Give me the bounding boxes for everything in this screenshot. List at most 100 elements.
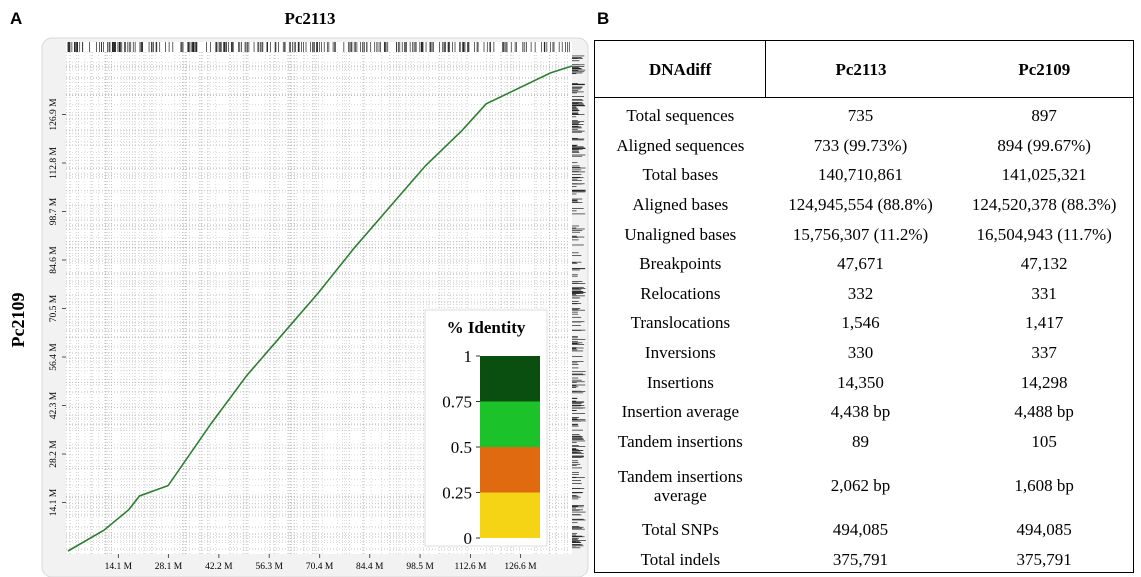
legend-tick-label: 0.75 <box>442 393 472 412</box>
table-cell: Translocations <box>630 313 731 333</box>
table-cell: 337 <box>1031 343 1057 363</box>
table-row: Tandem insertions 89 105 <box>595 427 1133 457</box>
table-cell: Tandem insertions <box>617 431 743 451</box>
table-cell: Unaligned bases <box>624 224 737 244</box>
table-body: Total sequences 735 897 Aligned sequences 73… <box>595 98 1133 574</box>
panel-label: A <box>10 9 22 28</box>
table-cell: 2,062 bp <box>830 476 891 496</box>
y-tick-label: 28.2 M <box>49 440 59 468</box>
table-cell: 897 <box>1031 106 1057 126</box>
table-cell: Tandem insertions average <box>617 466 743 505</box>
panel-label: B <box>597 9 609 28</box>
table-cell: 375,791 <box>1016 550 1072 570</box>
legend-swatch <box>480 401 540 447</box>
table-cell: Total sequences <box>626 106 735 126</box>
table-cell: 375,791 <box>832 550 889 570</box>
x-tick-label: 112.6 M <box>455 562 487 572</box>
table-row: Translocations 1,546 1,417 <box>595 308 1133 338</box>
table-cell: Aligned bases <box>632 195 729 215</box>
table-cell: 47,671 <box>837 254 884 274</box>
table-row: Tandem insertions average 2,062 bp 1,608 b… <box>595 456 1133 515</box>
table-cell: 124,520,378 (88.3%) <box>971 195 1117 215</box>
header-cell: Pc2109 <box>1018 59 1071 79</box>
header-cell: DNAdiff <box>595 41 767 97</box>
table-cell: 1,608 bp <box>1014 476 1074 496</box>
alignment-line <box>67 65 573 552</box>
legend-tick-label: 0.5 <box>451 438 472 457</box>
y-tick-label: 112.8 M <box>49 147 59 179</box>
table-row: Breakpoints 47,671 47,132 <box>595 249 1133 279</box>
y-tick-label: 70.5 M <box>49 294 59 322</box>
table-cell: Insertions <box>646 372 714 392</box>
table-cell: Breakpoints <box>639 254 722 274</box>
y-tick-label: 98.7 M <box>49 197 59 225</box>
table-row: Total indels 375,791 375,791 <box>595 545 1133 575</box>
x-tick-label: 28.1 M <box>155 562 183 572</box>
table-cell: 1,546 <box>841 313 880 333</box>
legend-tick-label: 1 <box>464 347 473 366</box>
table-cell: 16,504,943 (11.7%) <box>976 224 1112 244</box>
legend-swatch <box>480 492 540 538</box>
x-tick-label: 56.3 M <box>256 562 284 572</box>
header-cell: Pc2113 <box>835 59 887 79</box>
table-row: Total SNPs 494,085 494,085 <box>595 515 1133 545</box>
table-cell: 733 (99.73%) <box>813 135 908 155</box>
table-cell: 124,945,554 (88.8%) <box>788 195 933 215</box>
y-tick-label: 84.6 M <box>49 246 59 274</box>
table-row: Insertions 14,350 14,298 <box>595 367 1133 397</box>
table-cell: 4,438 bp <box>830 402 891 422</box>
table-cell: 494,085 <box>832 520 889 540</box>
table-row: Total sequences 735 897 <box>595 101 1133 131</box>
x-tick-label: 14.1 M <box>105 562 133 572</box>
table-cell: 735 <box>847 106 874 126</box>
table-header: DNAdiff Pc2113 Pc2109 <box>595 41 1133 98</box>
table-cell: 894 (99.67%) <box>997 135 1091 155</box>
table-cell: Insertion average <box>621 402 740 422</box>
legend-tick-label: 0 <box>464 529 473 548</box>
x-tick-label: 84.4 M <box>356 562 384 572</box>
table-cell: Total indels <box>640 550 721 570</box>
table-cell: 15,756,307 (11.2%) <box>792 224 929 244</box>
x-tick-label: 98.5 M <box>406 562 434 572</box>
table-row: Insertion average 4,438 bp 4,488 bp <box>595 397 1133 427</box>
legend-tick-label: 0.25 <box>442 484 472 503</box>
table-cell: 105 <box>1031 431 1057 451</box>
y-tick-label: 14.1 M <box>49 488 59 516</box>
legend-title: % Identity <box>447 318 526 337</box>
table-row: Inversions 330 337 <box>595 338 1133 368</box>
table-cell: 494,085 <box>1016 520 1072 540</box>
table-cell: 330 <box>847 343 874 363</box>
legend-swatch <box>480 447 540 493</box>
table-row: Relocations 332 331 <box>595 279 1133 309</box>
table-cell: 140,710,861 <box>818 165 903 185</box>
y-tick-label: 42.3 M <box>49 391 59 419</box>
table-cell: Relocations <box>640 283 721 303</box>
table-cell: 332 <box>847 283 874 303</box>
x-tick-label: 70.4 M <box>306 562 334 572</box>
table-cell: 141,025,321 <box>1001 165 1087 185</box>
table-row: Aligned bases 124,945,554 (88.8%) 124,520,… <box>595 190 1133 220</box>
table-cell: 331 <box>1031 283 1057 303</box>
table-cell: Total bases <box>642 165 719 185</box>
table-cell: Aligned sequences <box>616 135 745 155</box>
table-row: Unaligned bases 15,756,307 (11.2%) 16,504,… <box>595 219 1133 249</box>
y-axis-label: Pc2109 <box>8 293 28 348</box>
table-row: Total bases 140,710,861 141,025,321 <box>595 160 1133 190</box>
table-row: Aligned sequences 733 (99.73%) 894 (99.67%… <box>595 131 1133 161</box>
table-cell: Total SNPs <box>641 520 719 540</box>
table-cell: 1,417 <box>1025 313 1064 333</box>
y-tick-label: 56.4 M <box>49 343 59 371</box>
table-cell: Inversions <box>644 343 716 363</box>
table-cell: 14,350 <box>837 372 884 392</box>
table-cell: 89 <box>852 431 869 451</box>
table: DNAdiff Pc2113 Pc2109 Total sequences 735 897… <box>594 40 1134 573</box>
chart-title: Pc2113 <box>285 9 336 28</box>
legend-swatch <box>480 356 540 402</box>
y-tick-label: 126.9 M <box>49 98 59 131</box>
table-cell: 4,488 bp <box>1014 402 1074 422</box>
x-tick-label: 126.6 M <box>504 562 537 572</box>
table-cell: 14,298 <box>1020 372 1068 392</box>
x-tick-label: 42.2 M <box>205 562 233 572</box>
